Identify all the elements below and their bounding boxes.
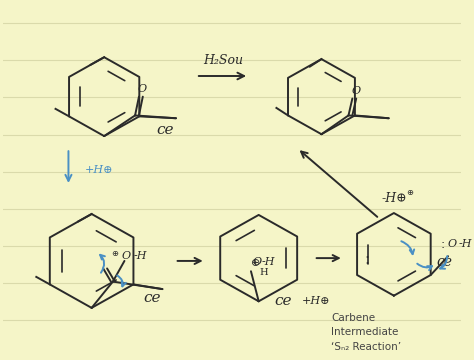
Text: -H⊕: -H⊕ bbox=[381, 192, 407, 204]
Text: O: O bbox=[137, 84, 146, 94]
Text: Carbene
Intermediate
‘Sₙ₂ Reaction’: Carbene Intermediate ‘Sₙ₂ Reaction’ bbox=[331, 312, 401, 352]
Text: ce: ce bbox=[274, 294, 292, 308]
Text: ce: ce bbox=[156, 122, 174, 136]
Text: O: O bbox=[252, 257, 261, 267]
Text: O: O bbox=[447, 239, 456, 249]
Text: +H⊕: +H⊕ bbox=[302, 296, 331, 306]
Text: ⊕: ⊕ bbox=[406, 188, 413, 197]
Text: -H: -H bbox=[262, 257, 275, 267]
Text: ce: ce bbox=[436, 255, 452, 269]
Text: +H⊕: +H⊕ bbox=[85, 165, 113, 175]
Text: O: O bbox=[122, 251, 131, 261]
Text: H: H bbox=[259, 268, 268, 277]
Text: -H: -H bbox=[133, 251, 146, 261]
Text: ce: ce bbox=[144, 292, 161, 306]
Text: ⊕: ⊕ bbox=[251, 258, 261, 268]
Text: :: : bbox=[440, 238, 445, 251]
Text: ⊕: ⊕ bbox=[111, 249, 118, 258]
Text: O: O bbox=[352, 86, 361, 96]
Text: H₂Sou: H₂Sou bbox=[203, 54, 243, 67]
Text: -H: -H bbox=[459, 239, 472, 249]
Text: :: : bbox=[365, 252, 369, 266]
